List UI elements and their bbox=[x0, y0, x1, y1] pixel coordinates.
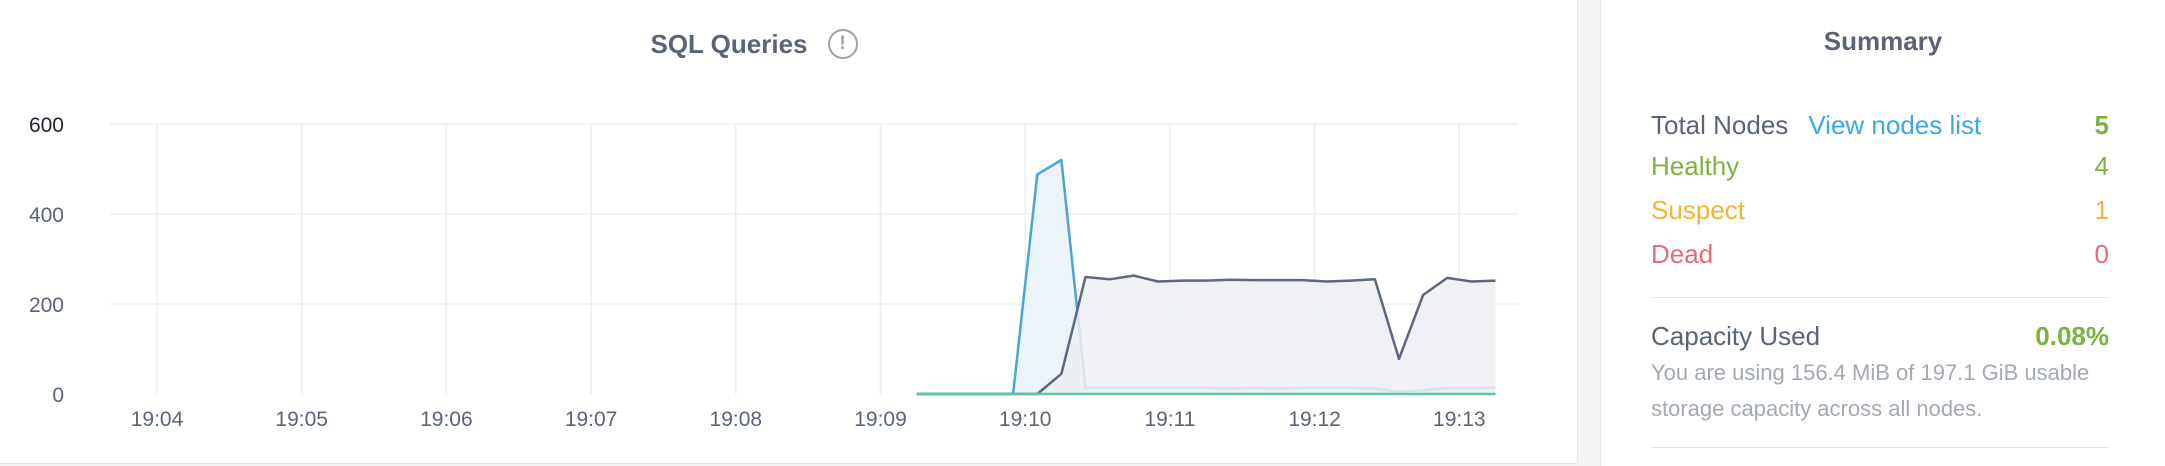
x-tick-label-1906: 19:06 bbox=[420, 408, 473, 431]
sql-queries-chart: 600 400 200 0 19:04 19:05 19:06 19:07 19:08 19:09… bbox=[29, 114, 1518, 431]
capacity-description: You are using 156.4 MiB of 197.1 GiB usa… bbox=[1651, 360, 2090, 421]
view-nodes-list-link[interactable]: View nodes list bbox=[1808, 109, 1982, 140]
suspect-value: 1 bbox=[2094, 194, 2109, 225]
info-icon[interactable]: ! bbox=[827, 29, 858, 59]
healthy-label: Healthy bbox=[1651, 150, 1740, 181]
dead-row: Dead 0 bbox=[1651, 234, 2109, 274]
dead-label: Dead bbox=[1651, 238, 1714, 269]
total-nodes-row: Total Nodes View nodes list 5 bbox=[1651, 105, 2109, 145]
x-tick-label-1913: 19:13 bbox=[1433, 408, 1486, 431]
sql-queries-card: SQL Queries ! 600 400 200 0 19:04 19:05 19:06 1… bbox=[0, 0, 1578, 464]
x-tick-label-1911: 19:11 bbox=[1144, 408, 1195, 431]
x-tick-label-1907: 19:07 bbox=[565, 408, 618, 431]
x-tick-label-1904: 19:04 bbox=[131, 408, 184, 431]
chart-header: SQL Queries ! bbox=[0, 22, 1508, 66]
chart-title: SQL Queries bbox=[650, 28, 808, 59]
dead-value: 0 bbox=[2094, 238, 2109, 269]
total-nodes-label: Total Nodes bbox=[1651, 109, 1789, 140]
y-tick-label-400: 400 bbox=[29, 204, 64, 227]
series-2-area bbox=[916, 275, 1496, 394]
y-tick-label-0: 0 bbox=[52, 384, 64, 407]
series-2-line bbox=[916, 274, 1496, 396]
x-tick-label-1910: 19:10 bbox=[999, 408, 1052, 431]
series-1-area bbox=[916, 160, 1496, 394]
suspect-label: Suspect bbox=[1651, 194, 1745, 225]
summary-title: Summary bbox=[1823, 26, 1943, 56]
y-tick-label-600: 600 bbox=[29, 114, 64, 137]
summary-card: Summary Total Nodes View nodes list 5 He… bbox=[1600, 0, 2165, 466]
summary-divider bbox=[1651, 297, 2109, 298]
x-tick-label-1905: 19:05 bbox=[275, 408, 328, 431]
suspect-row: Suspect 1 bbox=[1651, 190, 2109, 230]
healthy-value: 4 bbox=[2094, 150, 2109, 181]
y-tick-label-200: 200 bbox=[29, 294, 64, 317]
healthy-row: Healthy 4 bbox=[1651, 146, 2109, 186]
total-nodes-value: 5 bbox=[2094, 109, 2109, 140]
summary-divider-bottom bbox=[1651, 447, 2109, 448]
x-tick-label-1908: 19:08 bbox=[710, 408, 763, 431]
x-tick-label-1912: 19:12 bbox=[1288, 408, 1341, 431]
capacity-label: Capacity Used bbox=[1651, 320, 1821, 351]
capacity-value: 0.08% bbox=[2035, 320, 2109, 351]
capacity-row: Capacity Used 0.08% bbox=[1651, 316, 2109, 356]
x-tick-label-1909: 19:09 bbox=[854, 408, 907, 431]
